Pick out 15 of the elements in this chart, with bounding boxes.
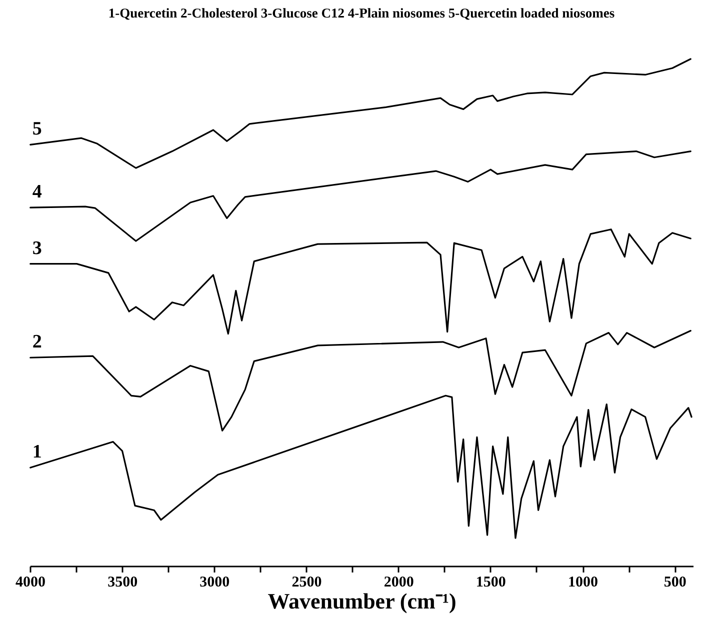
series-label: 3 [32, 238, 42, 259]
x-tick-label: 2000 [384, 574, 414, 590]
x-tick-label: 3000 [200, 574, 230, 590]
series-label: 5 [32, 118, 42, 140]
x-tick-label: 4000 [16, 574, 46, 590]
x-tick-label: 2500 [292, 574, 322, 590]
series-label: 1 [32, 442, 42, 463]
series-label: 4 [32, 182, 42, 203]
x-axis-title: Wavenumber (cm⁻¹) [268, 588, 456, 614]
chart-title: 1-Quercetin 2-Cholesterol 3-Glucose C12 4-Plain niosomes 5-Quercetin loaded niosomes [108, 6, 615, 21]
series-label: 2 [32, 332, 42, 353]
x-tick-label: 3500 [108, 574, 138, 590]
x-tick-label: 1500 [476, 574, 506, 590]
x-tick-label: 500 [664, 574, 686, 590]
x-tick-label: 1000 [568, 574, 598, 590]
